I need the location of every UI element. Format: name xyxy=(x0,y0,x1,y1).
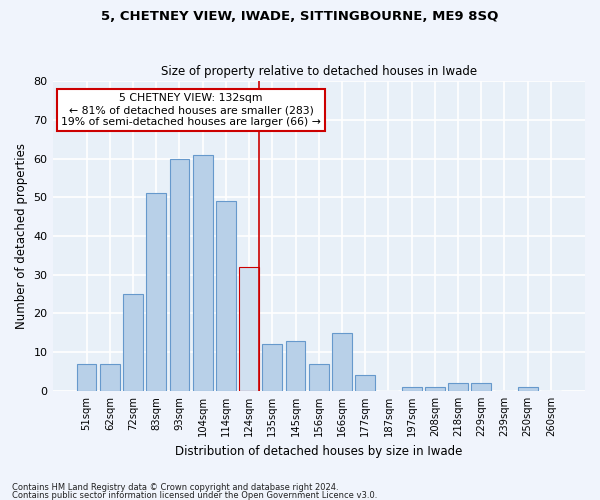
Bar xyxy=(286,340,305,391)
Bar xyxy=(170,158,190,391)
Title: Size of property relative to detached houses in Iwade: Size of property relative to detached ho… xyxy=(161,66,477,78)
Bar xyxy=(216,201,236,391)
Bar xyxy=(448,383,468,391)
Bar xyxy=(100,364,119,391)
Bar xyxy=(193,154,212,391)
X-axis label: Distribution of detached houses by size in Iwade: Distribution of detached houses by size … xyxy=(175,444,463,458)
Text: 5 CHETNEY VIEW: 132sqm
← 81% of detached houses are smaller (283)
19% of semi-de: 5 CHETNEY VIEW: 132sqm ← 81% of detached… xyxy=(61,94,321,126)
Bar xyxy=(355,376,375,391)
Bar xyxy=(239,267,259,391)
Bar xyxy=(425,387,445,391)
Bar xyxy=(472,383,491,391)
Bar xyxy=(262,344,282,391)
Bar xyxy=(146,194,166,391)
Bar xyxy=(518,387,538,391)
Bar xyxy=(123,294,143,391)
Bar xyxy=(77,364,97,391)
Y-axis label: Number of detached properties: Number of detached properties xyxy=(15,143,28,329)
Bar xyxy=(332,333,352,391)
Text: Contains public sector information licensed under the Open Government Licence v3: Contains public sector information licen… xyxy=(12,490,377,500)
Text: 5, CHETNEY VIEW, IWADE, SITTINGBOURNE, ME9 8SQ: 5, CHETNEY VIEW, IWADE, SITTINGBOURNE, M… xyxy=(101,10,499,23)
Text: Contains HM Land Registry data © Crown copyright and database right 2024.: Contains HM Land Registry data © Crown c… xyxy=(12,484,338,492)
Bar xyxy=(309,364,329,391)
Bar xyxy=(402,387,422,391)
